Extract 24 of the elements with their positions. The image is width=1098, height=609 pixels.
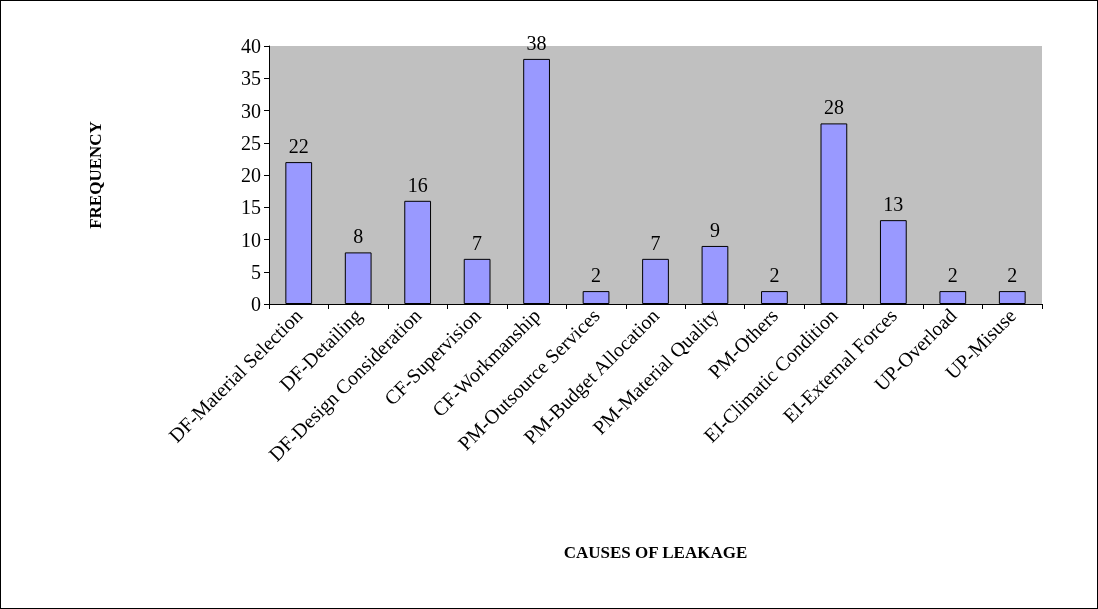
data-label: 9	[709, 218, 720, 241]
y-tick-label: 0	[251, 293, 261, 315]
data-label: 8	[353, 225, 364, 248]
x-axis-title: CAUSES OF LEAKAGE	[563, 543, 748, 562]
data-label: 13	[883, 193, 904, 216]
y-axis-title: FREQUENCY	[86, 121, 105, 229]
y-tick-label: 40	[241, 35, 261, 57]
data-label: 7	[472, 231, 483, 254]
data-label: 16	[407, 173, 428, 196]
y-tick-label: 25	[241, 131, 261, 154]
data-label: 2	[769, 264, 780, 287]
y-tick-label: 5	[251, 260, 261, 283]
data-label: 38	[526, 31, 547, 54]
data-label: 2	[1007, 264, 1018, 287]
y-tick-label: 35	[241, 67, 261, 90]
data-label: 7	[650, 231, 661, 254]
data-label: 28	[823, 96, 844, 119]
data-label: 2	[591, 264, 602, 287]
y-tick-label: 15	[241, 196, 261, 219]
data-label: 2	[947, 264, 958, 287]
y-tick-label: 20	[241, 164, 261, 186]
data-label: 22	[288, 135, 309, 158]
y-tick-label: 10	[241, 228, 261, 251]
y-tick-label: 30	[241, 99, 261, 122]
